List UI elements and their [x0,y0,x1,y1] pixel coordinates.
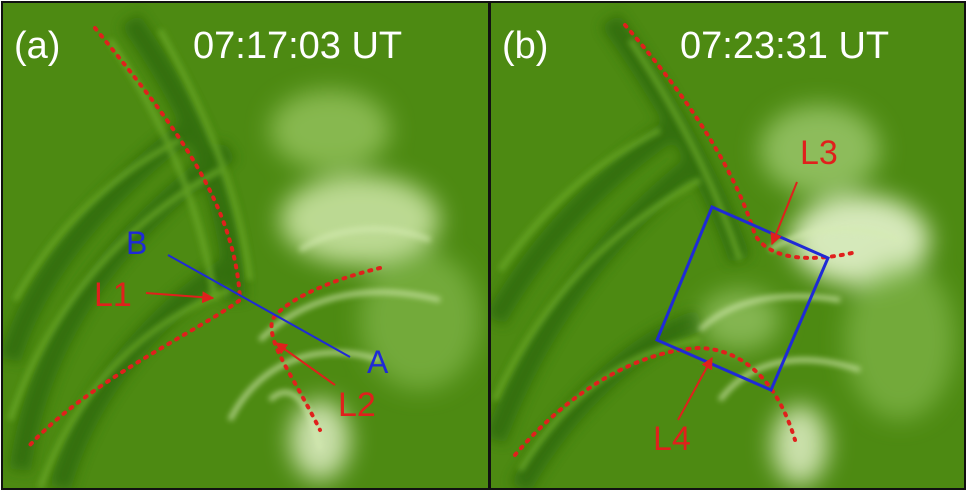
arrow-l3 [770,181,798,246]
annotation-b: B [126,225,147,261]
annotation-l3: L3 [800,134,838,172]
annotation-l1: L1 [94,276,132,314]
annotation-l2: L2 [338,386,376,424]
slice-line-ab [167,254,351,358]
panel-a: (a) 07:17:03 UT B A L1 L2 [3,3,488,488]
panel-a-image [3,3,488,488]
panel-a-time: 07:17:03 UT [193,25,402,67]
region-box [655,205,830,392]
panel-b-image [491,3,964,488]
panel-b-label: (b) [502,25,548,67]
arrow-l4 [677,356,713,421]
annotation-a: A [367,344,389,380]
annotation-l4: L4 [653,420,691,458]
arrow-l1 [145,291,215,304]
arrow-l2 [275,342,336,386]
panel-b-time: 07:23:31 UT [680,25,889,67]
loop-l2-dotted-line [269,266,382,432]
loop-l1-dotted-line [28,26,243,447]
loop-l3-dotted-line [623,23,854,260]
panel-a-label: (a) [14,25,60,67]
loop-l4-dotted-line [513,345,797,457]
panel-b: (b) 07:23:31 UT L3 L4 [491,3,964,488]
frame-panel-b [489,1,966,490]
